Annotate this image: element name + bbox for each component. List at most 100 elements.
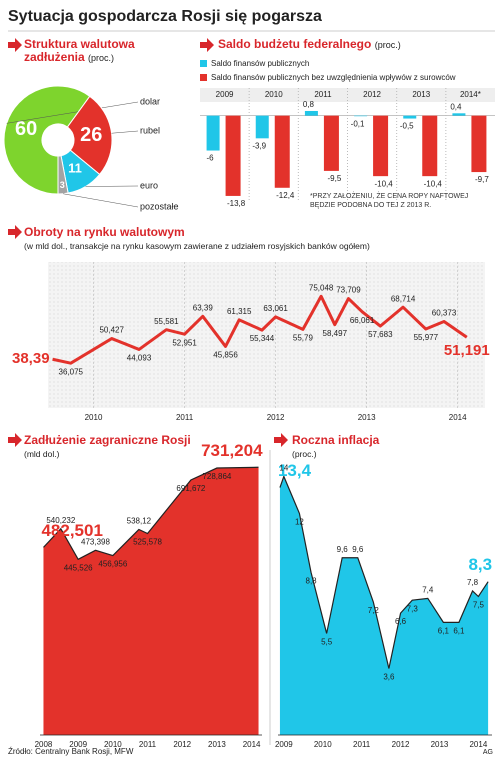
- x-tick-label: 2010: [265, 90, 283, 99]
- legend-label: Saldo finansów publicznych bez uwzględni…: [211, 73, 456, 82]
- category-label: dolar: [140, 96, 160, 106]
- value-label: 9,6: [337, 545, 349, 554]
- bar: [225, 115, 241, 196]
- page-title: Sytuacja gospodarcza Rosji się pogarsza: [8, 8, 322, 25]
- value-label: 538,12: [127, 517, 152, 526]
- slice-label: 11: [68, 160, 82, 175]
- x-tick-label: 2011: [314, 90, 332, 99]
- legend-swatch: [200, 60, 207, 67]
- x-tick-label: 2010: [85, 413, 103, 422]
- value-label: -9,7: [475, 175, 489, 184]
- area-outline: [279, 474, 489, 669]
- value-label: 68,714: [391, 294, 416, 303]
- bar: [452, 113, 466, 116]
- area: [279, 476, 489, 735]
- x-tick-label: 2012: [363, 90, 381, 99]
- value-label: -13,8: [227, 199, 246, 208]
- value-label: 5,5: [321, 638, 333, 647]
- value-label: 8,8: [306, 577, 318, 586]
- pie-subtitle: (proc.): [88, 53, 115, 63]
- legend-swatch: [200, 74, 207, 81]
- value-label: 525,578: [133, 538, 162, 547]
- pie-heading: Struktura walutowa zadłużenia (proc.): [24, 38, 154, 65]
- value-label: 6,1: [453, 626, 465, 635]
- value-label: 52,951: [172, 338, 197, 347]
- value-label: 44,093: [127, 354, 152, 363]
- arrows: [8, 38, 288, 447]
- value-label: -0,1: [351, 119, 365, 128]
- x-tick-label: 2012: [173, 740, 191, 749]
- x-tick-label: 2014*: [460, 90, 481, 99]
- value-label: 7,3: [407, 604, 419, 613]
- debt-heading: Zadłużenie zagraniczne Rosji: [24, 434, 191, 447]
- line-subtitle: (w mld dol., transakcje na rynku kasowym…: [24, 241, 370, 251]
- value-label: 540,232: [46, 516, 75, 525]
- x-tick-label: 2013: [208, 740, 226, 749]
- x-tick-label: 2014: [243, 740, 261, 749]
- value-label: 55,344: [250, 334, 275, 343]
- source: Źródło: Centralny Bank Rosji, MFW: [8, 747, 134, 756]
- leader-line: [63, 193, 139, 208]
- x-tick-label: 2013: [412, 90, 430, 99]
- value-label: 38,39: [12, 350, 50, 367]
- inflation-subtitle: (proc.): [292, 449, 317, 459]
- line: [52, 294, 468, 365]
- value-label: -0,5: [400, 122, 414, 131]
- value-label: 691,672: [176, 484, 205, 493]
- bar: [354, 115, 368, 117]
- pie-title: Struktura walutowa zadłużenia: [24, 37, 135, 64]
- value-label: 9,6: [352, 545, 364, 554]
- slice-label: 26: [80, 124, 102, 146]
- pie-slice: [66, 95, 113, 176]
- legend-label: Saldo finansów publicznych: [211, 59, 309, 68]
- x-tick-label: 2008: [35, 740, 53, 749]
- value-label: 3,6: [383, 673, 395, 682]
- value-label: 0,8: [303, 100, 315, 109]
- area-outline: [43, 466, 259, 561]
- line-title: Obroty na rynku walutowym: [24, 225, 185, 239]
- value-label: 63,39: [193, 303, 214, 312]
- value-label: 7,5: [473, 601, 485, 610]
- category-label: rubel: [140, 125, 160, 135]
- value-label: 456,956: [98, 560, 127, 569]
- pie-slice: [3, 85, 91, 195]
- value-label: -12,4: [276, 191, 295, 200]
- value-label: 50,427: [99, 326, 124, 335]
- bar-heading: Saldo budżetu federalnego (proc.): [218, 38, 401, 52]
- bar: [373, 115, 389, 177]
- value-label: 6,1: [438, 626, 450, 635]
- slice-label: 3: [60, 180, 65, 190]
- bar: [304, 110, 318, 116]
- x-tick-label: 2009: [69, 740, 87, 749]
- value-label: -10,4: [374, 179, 393, 188]
- x-tick-label: 2011: [353, 740, 371, 749]
- value-label: 45,856: [213, 351, 238, 360]
- credit: AG: [483, 749, 493, 756]
- debt-title: Zadłużenie zagraniczne Rosji: [24, 433, 191, 447]
- value-label: -10,4: [424, 179, 443, 188]
- pie-slice: [57, 155, 69, 195]
- value-label: 0,4: [450, 102, 462, 111]
- plot-background: [48, 262, 485, 408]
- value-label: 60,373: [432, 309, 457, 318]
- x-tick-label: 2014: [469, 740, 487, 749]
- value-label: 482,501: [41, 521, 102, 540]
- value-label: 445,526: [64, 563, 93, 572]
- x-tick-label: 2009: [216, 90, 234, 99]
- x-tick-label: 2012: [267, 413, 285, 422]
- bar-note: *PRZY ZAŁOŻENIU, ŻE CENA ROPY NAFTOWEJ B…: [310, 193, 469, 209]
- value-label: 728,864: [202, 472, 231, 481]
- value-label: 51,191: [444, 342, 490, 359]
- category-label: euro: [140, 180, 158, 190]
- x-tick-label: 2011: [176, 413, 194, 422]
- slice-label: 60: [15, 118, 37, 140]
- value-label: 36,075: [59, 367, 84, 376]
- x-tick-label: 2009: [275, 740, 293, 749]
- value-label: 61,315: [227, 307, 252, 316]
- line-heading: Obroty na rynku walutowym: [24, 226, 185, 239]
- value-label: 55,977: [414, 333, 439, 342]
- value-label: 66,061: [350, 316, 375, 325]
- value-label: 58,497: [323, 329, 348, 338]
- x-tick-label: 2013: [431, 740, 449, 749]
